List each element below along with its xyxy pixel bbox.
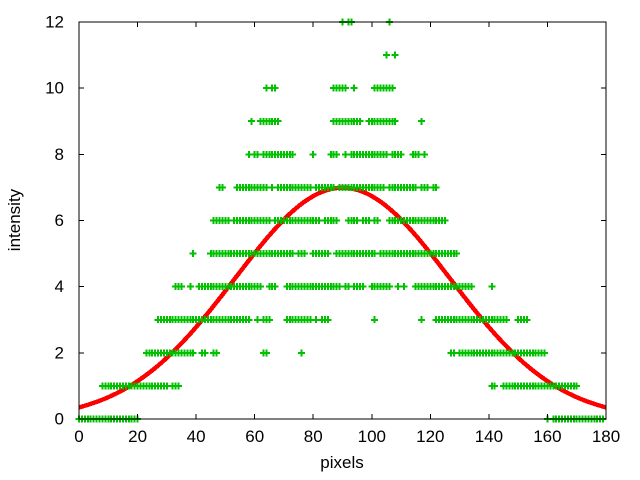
svg-text:180: 180 bbox=[592, 427, 620, 446]
svg-text:2: 2 bbox=[55, 343, 64, 362]
svg-text:8: 8 bbox=[55, 145, 64, 164]
svg-text:0: 0 bbox=[74, 427, 83, 446]
svg-text:0: 0 bbox=[55, 410, 64, 429]
svg-text:6: 6 bbox=[55, 211, 64, 230]
svg-text:40: 40 bbox=[187, 427, 206, 446]
svg-text:140: 140 bbox=[475, 427, 503, 446]
svg-text:80: 80 bbox=[304, 427, 323, 446]
svg-text:120: 120 bbox=[416, 427, 444, 446]
svg-text:pixels: pixels bbox=[320, 453, 363, 472]
svg-text:100: 100 bbox=[358, 427, 386, 446]
svg-text:intensity: intensity bbox=[5, 188, 24, 251]
svg-text:60: 60 bbox=[245, 427, 264, 446]
svg-text:160: 160 bbox=[533, 427, 561, 446]
svg-text:4: 4 bbox=[55, 277, 64, 296]
svg-text:12: 12 bbox=[45, 13, 64, 32]
svg-text:20: 20 bbox=[128, 427, 147, 446]
svg-text:10: 10 bbox=[45, 79, 64, 98]
